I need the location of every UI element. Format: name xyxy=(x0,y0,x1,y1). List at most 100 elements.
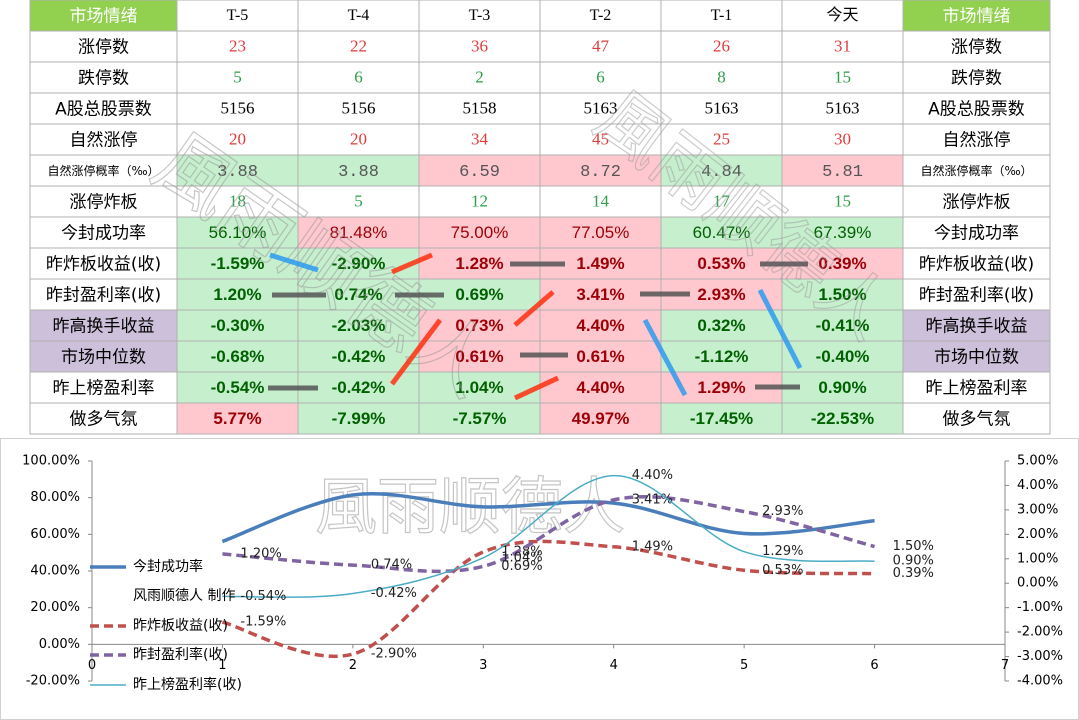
cell-text: 2 xyxy=(475,67,484,86)
cell-text: 81.48% xyxy=(330,223,388,242)
cell-text: 昨封盈利率(收) xyxy=(46,286,161,306)
cell-text: 17 xyxy=(713,191,731,210)
data-label: 4.40% xyxy=(632,468,673,483)
cell-text: T-4 xyxy=(348,7,370,24)
series-line xyxy=(222,495,876,574)
cell-text: 0.53% xyxy=(697,254,745,273)
cell-text: 5.77% xyxy=(213,409,261,428)
cell-text: T-1 xyxy=(711,7,733,24)
legend-text: 今封成功率 xyxy=(133,558,203,575)
table-cell xyxy=(902,185,1051,218)
cell-text: 2.93% xyxy=(697,285,745,304)
cell-text: T-2 xyxy=(590,7,612,24)
table-cell xyxy=(297,61,420,94)
cell-text: A股总股票数 xyxy=(55,100,152,120)
cell-text: 22 xyxy=(350,36,367,55)
cell-text: 涨停数 xyxy=(78,38,129,58)
cell-text: 34 xyxy=(471,129,489,148)
table-cell xyxy=(539,216,662,249)
cell-text: -7.57% xyxy=(453,409,507,428)
series-line xyxy=(222,474,875,598)
table-cell xyxy=(539,0,662,32)
y2-tick-label: 2.00% xyxy=(1017,527,1058,542)
cell-text: 1.50% xyxy=(818,285,866,304)
table-cell xyxy=(902,0,1051,32)
table-cell xyxy=(902,247,1051,280)
table-cell xyxy=(29,30,178,63)
cell-text: 20 xyxy=(229,129,246,148)
cell-text: 6.59 xyxy=(459,163,500,182)
y-tick-label: 20.00% xyxy=(30,600,80,615)
cell-text: 昨炸板收益(收) xyxy=(46,255,161,275)
table-cell xyxy=(418,216,541,249)
table-cell xyxy=(29,216,178,249)
table-cell xyxy=(660,61,783,94)
legend-text: 昨封盈利率(收) xyxy=(133,646,228,663)
data-label: -1.59% xyxy=(240,615,286,630)
x-tick-label: 6 xyxy=(870,658,878,673)
table-cell xyxy=(781,278,904,311)
table-cell xyxy=(660,0,783,32)
cell-text: 15 xyxy=(834,191,851,210)
legend-text: 昨上榜盈利率(收) xyxy=(133,676,242,693)
data-label: 1.50% xyxy=(893,539,934,554)
table-cell xyxy=(781,371,904,404)
table-cell xyxy=(29,309,178,342)
cell-text: 56.10% xyxy=(209,223,267,242)
cell-text: -0.40% xyxy=(816,347,870,366)
cell-text: 涨停炸板 xyxy=(70,193,138,213)
table-cell xyxy=(902,216,1051,249)
cell-text: 1.20% xyxy=(213,285,261,304)
table-cell xyxy=(176,185,299,218)
table-cell xyxy=(902,402,1051,435)
cell-text: 自然涨停概率（‰） xyxy=(920,163,1032,178)
arrows xyxy=(268,252,808,401)
x-tick-label: 7 xyxy=(1001,658,1009,673)
data-label: 2.93% xyxy=(762,504,803,519)
cell-text: 今封成功率 xyxy=(61,224,146,244)
cell-text: 1.29% xyxy=(697,378,745,397)
cell-text: 25 xyxy=(713,129,730,148)
cell-text: -2.90% xyxy=(332,254,386,273)
x-tick-label: 0 xyxy=(88,658,96,673)
table-cell xyxy=(297,154,420,187)
table-cell xyxy=(176,216,299,249)
data-label: 0.74% xyxy=(371,558,412,573)
cell-text: 做多气氛 xyxy=(70,410,138,430)
cell-text: 市场中位数 xyxy=(61,348,146,368)
data-label: 3.41% xyxy=(632,492,673,507)
legend-text: 昨炸板收益(收) xyxy=(133,618,228,634)
cell-text: -0.30% xyxy=(211,316,265,335)
table-cell xyxy=(418,92,541,125)
y2-tick-label: -3.00% xyxy=(1017,649,1063,664)
cell-text: 49.97% xyxy=(572,409,630,428)
table-cell xyxy=(781,309,904,342)
cell-text: 0.69% xyxy=(455,285,503,304)
table-cell xyxy=(176,154,299,187)
table-cell xyxy=(29,154,178,187)
cell-text: 5158 xyxy=(463,98,497,117)
data-label: 1.29% xyxy=(762,544,803,559)
cell-text: 75.00% xyxy=(451,223,509,242)
table-cell xyxy=(29,402,178,435)
y2-tick-label: 1.00% xyxy=(1017,551,1058,566)
cell-text: 1.28% xyxy=(455,254,503,273)
cell-text: 8 xyxy=(717,67,726,86)
cell-text: 5.81 xyxy=(822,163,863,182)
table-cell xyxy=(418,154,541,187)
table-cell xyxy=(29,340,178,373)
table-cell xyxy=(781,185,904,218)
cell-text: 4.40% xyxy=(576,316,624,335)
cell-text: 4.40% xyxy=(576,378,624,397)
cell-text: 今天 xyxy=(826,6,858,24)
cell-text: -1.59% xyxy=(211,254,265,273)
table-cell xyxy=(902,30,1051,63)
cell-text: -22.53% xyxy=(811,409,874,428)
cell-text: 5 xyxy=(354,191,363,210)
cell-text: 5156 xyxy=(221,98,255,117)
cell-text: -2.03% xyxy=(332,316,386,335)
table-cell xyxy=(418,340,541,373)
table-cell xyxy=(660,92,783,125)
cell-text: -17.45% xyxy=(690,409,753,428)
